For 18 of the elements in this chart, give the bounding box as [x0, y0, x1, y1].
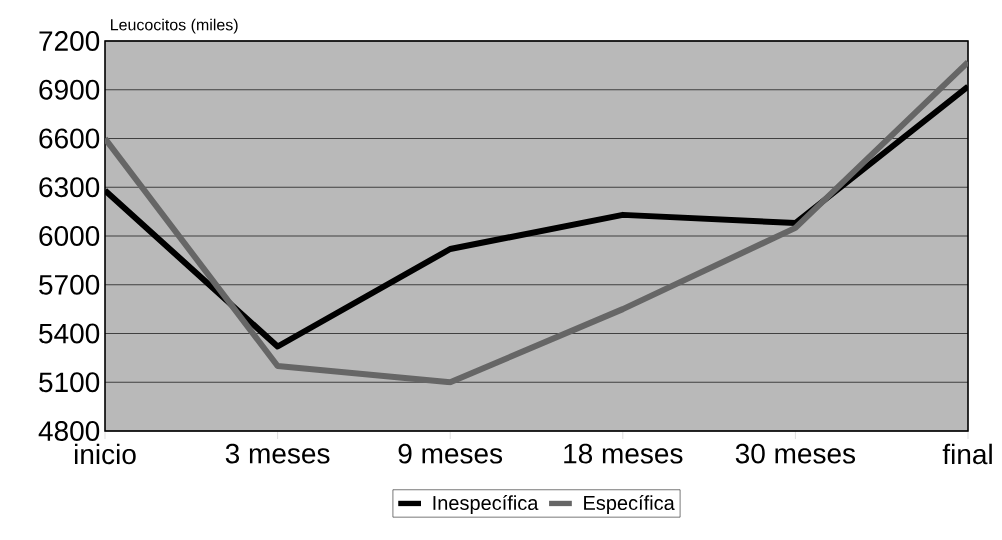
y-tick-label: 6600: [39, 128, 100, 149]
x-tick-label: inicio: [74, 443, 136, 465]
x-tick-label: 18 meses: [564, 443, 683, 464]
y-tick-label: 4800: [38, 421, 100, 441]
y-tick-label: 7200: [39, 31, 100, 51]
x-tick-label: 9 meses: [398, 443, 503, 464]
legend-label: Inespecífica: [433, 495, 539, 514]
y-tick-label: 5100: [39, 372, 100, 393]
y-tick-label: 5700: [39, 274, 100, 295]
y-tick-label: 6300: [39, 177, 100, 198]
x-tick-label: 30 meses: [735, 443, 856, 464]
y-axis-title: Leucocitos (miles): [111, 18, 238, 34]
y-tick-label: 6900: [39, 79, 100, 100]
y-tick-label: 5400: [39, 323, 100, 344]
y-tick-label: 6000: [39, 226, 100, 246]
x-tick-label: final: [942, 443, 992, 465]
legend-label: Específica: [584, 495, 675, 514]
x-tick-label: 3 meses: [225, 443, 330, 464]
